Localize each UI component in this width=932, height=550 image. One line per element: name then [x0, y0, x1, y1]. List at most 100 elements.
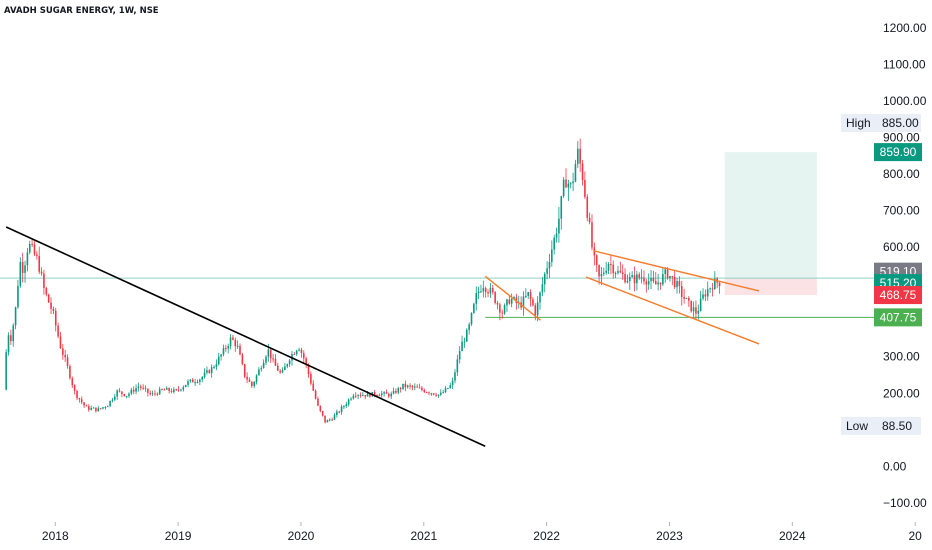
candle: [62, 343, 64, 360]
candle: [213, 365, 215, 369]
y-tick-label: −100.00: [883, 496, 927, 510]
candle-body: [213, 366, 215, 368]
candle-body: [534, 305, 537, 316]
candle: [109, 400, 111, 408]
candle: [17, 279, 19, 309]
candle-body: [321, 411, 324, 416]
candle-body: [470, 312, 473, 325]
candle: [5, 349, 7, 391]
time-axis[interactable]: 2018 2019 2020 2021 2022 2023 2024 20: [42, 522, 922, 543]
candle-body: [685, 298, 688, 300]
y-tick-label: 300.00: [883, 350, 920, 364]
candle-body: [62, 348, 64, 355]
candle: [187, 379, 189, 388]
candle-body: [80, 399, 83, 403]
candle: [626, 274, 629, 284]
candle: [151, 390, 154, 396]
candle-body: [414, 386, 416, 388]
high-value: 885.00: [882, 116, 919, 130]
candle: [695, 300, 697, 320]
candle-body: [40, 271, 43, 274]
candle: [572, 172, 574, 192]
candle-body: [305, 358, 307, 365]
candle-body: [144, 387, 147, 389]
candle-body: [243, 364, 246, 377]
y-tick-label: 1200.00: [883, 21, 927, 35]
candle: [385, 389, 388, 394]
candle-body: [562, 179, 565, 197]
candle: [359, 392, 362, 398]
candle-body: [33, 244, 36, 255]
candle: [640, 269, 643, 284]
candle-body: [102, 407, 104, 409]
candle: [80, 396, 83, 405]
candle-body: [118, 390, 121, 392]
candle-body: [626, 281, 629, 283]
candle-body: [260, 368, 263, 370]
candle: [569, 181, 572, 189]
candle-body: [17, 285, 19, 308]
candle-body: [536, 302, 539, 316]
candle: [458, 346, 461, 364]
candle-body: [487, 292, 489, 294]
candle: [165, 386, 168, 390]
candle: [671, 275, 674, 286]
candle: [631, 271, 633, 278]
candle: [54, 307, 57, 332]
candle-body: [203, 372, 206, 378]
candle-body: [513, 297, 515, 299]
trendlines: [5, 226, 760, 448]
candle: [574, 159, 577, 183]
candle: [553, 234, 555, 255]
candle: [702, 288, 704, 301]
candle: [57, 322, 59, 339]
candle: [551, 240, 553, 267]
candle: [114, 393, 116, 402]
candle-body: [12, 325, 15, 342]
candle: [43, 270, 45, 295]
candle-body: [241, 354, 244, 365]
candle-body: [347, 399, 350, 405]
candle: [510, 293, 513, 308]
candle: [595, 254, 598, 272]
candle: [565, 168, 567, 188]
candle-body: [494, 292, 496, 303]
candle-body: [85, 405, 88, 407]
candle-body: [24, 265, 26, 273]
candle: [690, 300, 693, 313]
candle: [593, 242, 596, 266]
y-tick-label: 1000.00: [883, 94, 927, 108]
candle: [338, 410, 341, 414]
candle-body: [496, 302, 499, 305]
candle: [116, 389, 118, 401]
candle-body: [664, 269, 667, 275]
high-marker-bg: [841, 114, 921, 132]
candle: [414, 383, 416, 391]
candle-body: [43, 273, 45, 289]
candle: [354, 392, 357, 399]
candle-body: [279, 370, 281, 373]
candle-body: [657, 282, 659, 285]
candle: [522, 291, 525, 316]
candle-body: [267, 349, 270, 357]
candle-body: [111, 399, 114, 401]
candle: [421, 386, 423, 392]
candle: [184, 384, 187, 388]
candle: [118, 388, 121, 393]
candle: [546, 261, 548, 280]
candle-body: [392, 390, 395, 394]
candle-body: [463, 341, 466, 343]
y-tick-label: 600.00: [883, 240, 920, 254]
candle-body: [307, 364, 310, 375]
candle: [584, 171, 586, 199]
candle: [680, 280, 683, 306]
candle-body: [175, 389, 178, 391]
candle: [277, 362, 279, 372]
candle-body: [182, 387, 185, 390]
candle: [147, 388, 149, 397]
candle: [180, 388, 182, 392]
candle: [97, 405, 100, 412]
candle: [503, 303, 506, 315]
candle: [59, 332, 62, 350]
